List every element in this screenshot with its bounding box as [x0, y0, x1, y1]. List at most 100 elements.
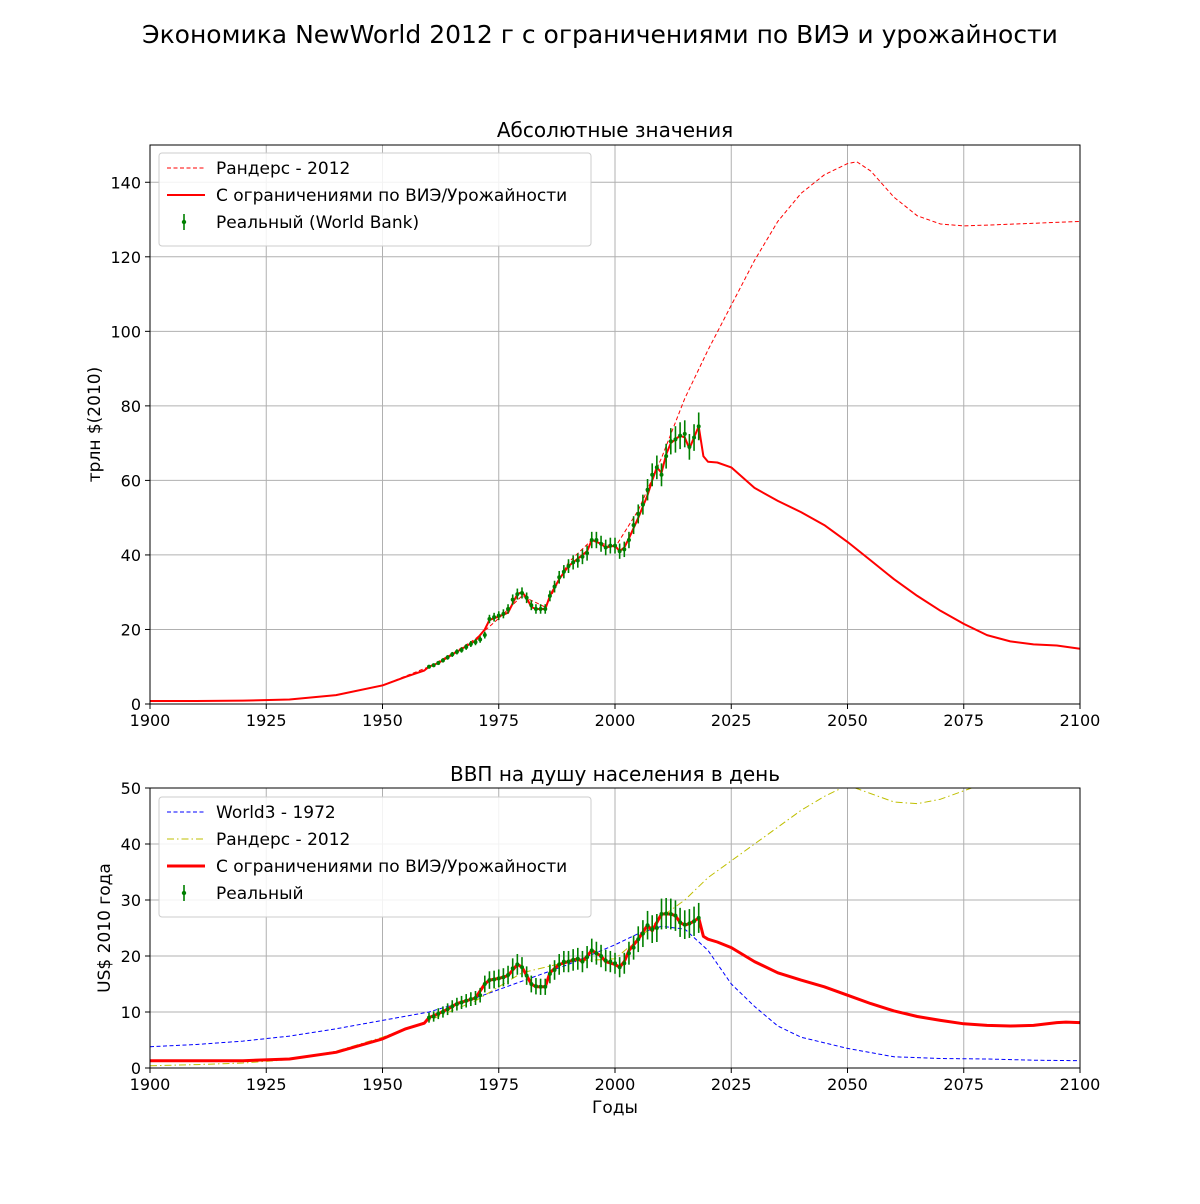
y-tick-label: 60 [121, 471, 141, 490]
x-tick-label: 1950 [362, 1075, 403, 1094]
data-point [492, 615, 497, 620]
x-tick-label: 1975 [478, 1075, 519, 1094]
x-tick-label: 2100 [1060, 711, 1101, 730]
data-point [501, 611, 506, 616]
data-point [557, 575, 562, 580]
legend-label: World3 - 1972 [216, 803, 336, 823]
data-point [603, 958, 608, 963]
x-tick-label: 1925 [246, 711, 287, 730]
data-point [547, 593, 552, 598]
data-point [575, 558, 580, 563]
data-point [622, 961, 627, 966]
data-point [510, 597, 515, 602]
x-tick-label: 2100 [1060, 1075, 1101, 1094]
y-tick-label: 80 [121, 397, 141, 416]
data-point [599, 954, 604, 958]
data-point [589, 948, 594, 953]
data-point [529, 982, 534, 986]
y-tick-label: 30 [121, 891, 141, 910]
data-point [538, 984, 543, 989]
data-point [478, 637, 483, 642]
data-point [626, 538, 631, 543]
x-tick-label: 2050 [827, 711, 868, 730]
data-point [687, 921, 692, 926]
data-point [506, 606, 511, 611]
data-point [687, 444, 692, 449]
legend-label: Рандерс - 2012 [216, 830, 350, 850]
data-point [659, 912, 664, 916]
data-point [487, 978, 492, 983]
y-axis-label-absolute: трлн $(2010) [85, 367, 105, 482]
data-point [431, 1014, 436, 1019]
data-point [459, 1000, 464, 1005]
data-point [673, 437, 678, 442]
y-tick-label: 0 [131, 695, 141, 714]
data-point [464, 998, 469, 1003]
plot-area [150, 788, 1080, 1067]
data-point [431, 663, 436, 668]
data-point [664, 911, 669, 916]
data-point [445, 655, 450, 660]
data-point [561, 569, 566, 574]
x-tick-label: 2075 [943, 711, 984, 730]
y-tick-label: 100 [110, 322, 141, 341]
legend-box [158, 796, 592, 918]
series-реальный-world-bank-errorbars [427, 412, 701, 669]
legend: Рандерс - 2012 С ограничениями по ВИЭ/Уро… [158, 152, 592, 247]
data-point [436, 661, 441, 666]
legend-point-swatch [181, 219, 187, 225]
data-point [547, 971, 552, 976]
x-tick-label: 2025 [711, 711, 752, 730]
data-point [571, 957, 576, 962]
data-point [440, 658, 445, 663]
data-point [445, 1007, 450, 1012]
plot-area [150, 161, 1080, 702]
data-point [692, 435, 697, 440]
data-point [626, 951, 631, 956]
data-point [682, 431, 687, 436]
data-point [613, 543, 617, 548]
x-tick-label: 2050 [827, 1075, 868, 1094]
data-point [622, 547, 627, 552]
data-point [668, 912, 673, 916]
data-point [529, 603, 534, 608]
data-point [654, 926, 659, 930]
data-point [473, 640, 478, 645]
data-point [454, 1002, 459, 1007]
data-point [636, 511, 641, 516]
x-tick-label: 1900 [130, 711, 171, 730]
data-point [608, 543, 613, 548]
legend-label: Рандерс - 2012 [216, 159, 350, 179]
data-point [468, 642, 473, 647]
legend-label: Реальный (World Bank) [216, 213, 419, 233]
data-point [468, 997, 473, 1002]
y-tick-label: 140 [110, 173, 141, 192]
data-point [492, 977, 497, 982]
data-point [450, 652, 455, 657]
data-point [487, 617, 492, 622]
data-point [636, 937, 641, 942]
data-point [533, 984, 538, 989]
y-tick-label: 50 [121, 779, 141, 798]
data-point [524, 595, 529, 600]
legend: World3 - 1972 Рандерс - 2012 С ограничения… [158, 796, 592, 918]
data-point [585, 551, 590, 556]
data-point [640, 931, 645, 936]
y-tick-label: 10 [121, 1003, 141, 1022]
data-point [566, 564, 571, 569]
data-point [617, 965, 622, 970]
y-tick-label: 20 [121, 620, 141, 639]
data-point [552, 584, 557, 589]
data-point [594, 538, 599, 543]
data-point [506, 973, 511, 978]
data-point [482, 982, 487, 986]
data-point [580, 959, 585, 964]
data-point [459, 647, 464, 652]
data-point [696, 915, 701, 920]
data-point [566, 959, 571, 964]
x-axis-label: Годы [592, 1098, 638, 1118]
data-point [678, 920, 683, 925]
figure-title: Экономика NewWorld 2012 г с ограничениям… [142, 20, 1058, 49]
data-point [543, 984, 548, 989]
y-tick-label: 40 [121, 835, 141, 854]
